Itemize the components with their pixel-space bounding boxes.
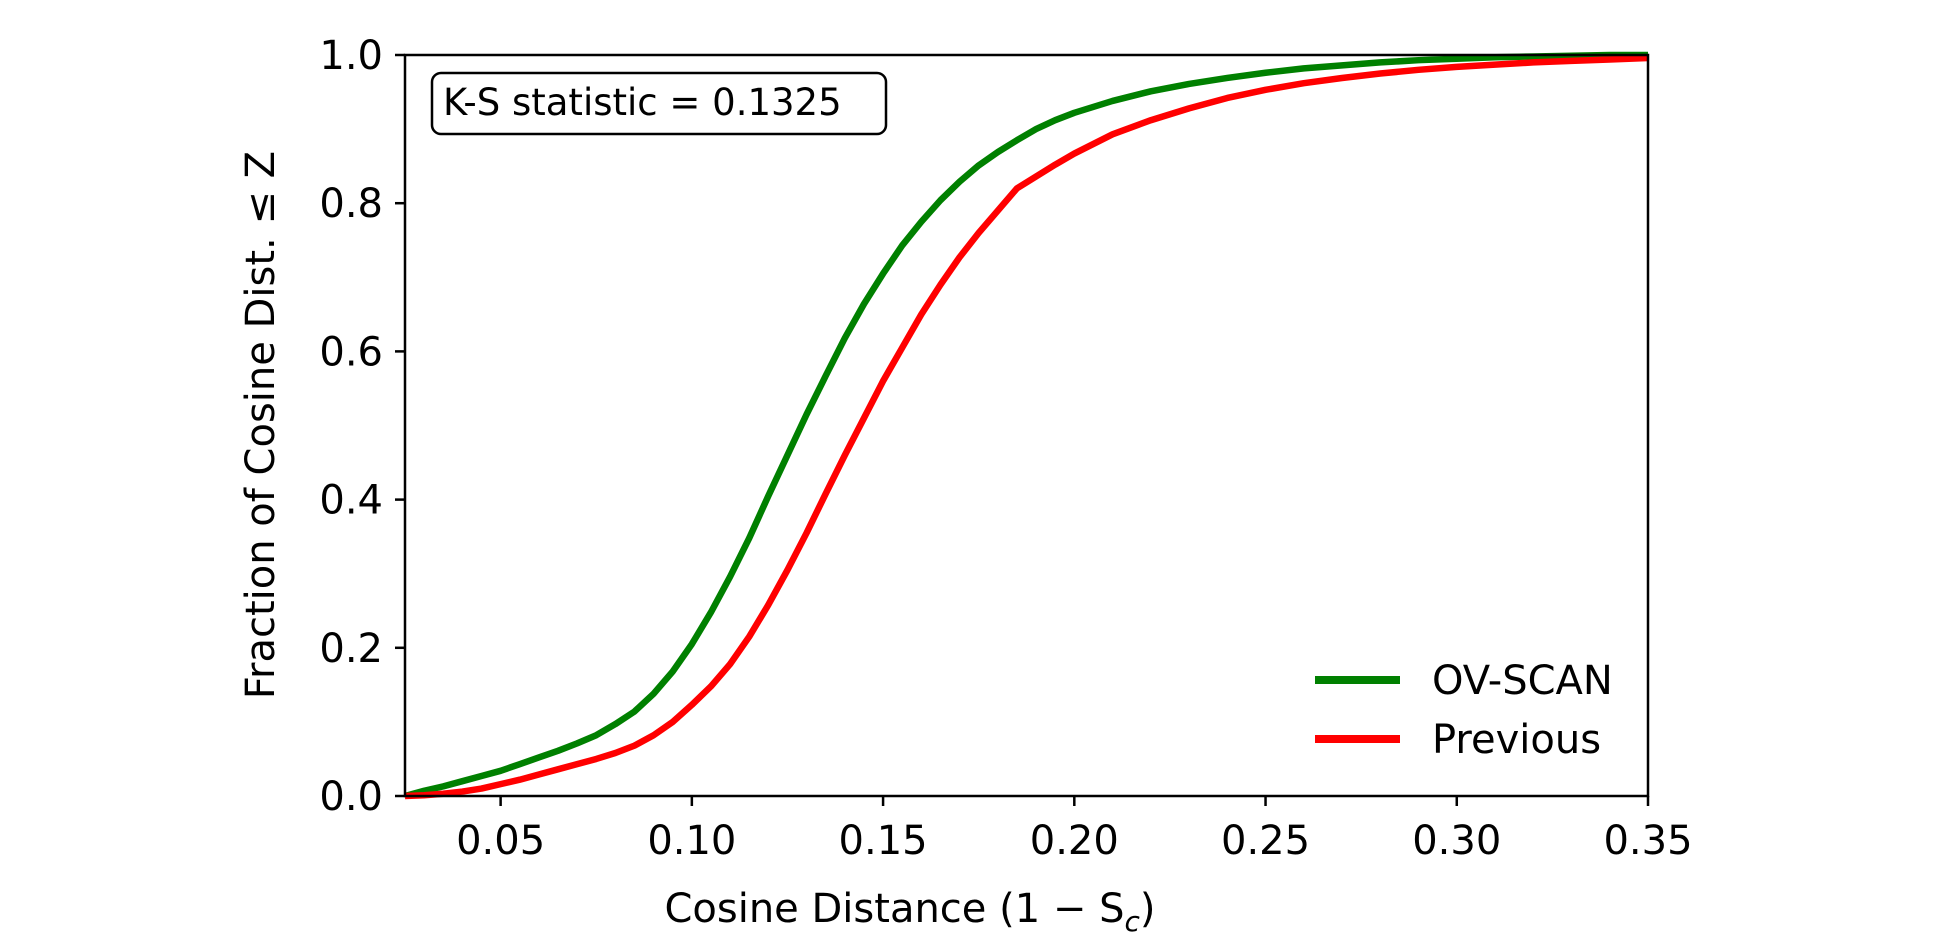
ticks: 0.05 0.10 0.15 0.20 0.25 0.30 0.35 0.0 0.2 0.4 0.6… xyxy=(319,33,1692,864)
x-tick-label: 0.20 xyxy=(1030,818,1119,864)
y-tick-label: 0.8 xyxy=(319,181,383,227)
series-line-ov-scan xyxy=(404,51,1648,800)
x-tick-label: 0.15 xyxy=(839,818,928,864)
x-tick-label: 0.05 xyxy=(456,818,545,864)
x-tick-label: 0.30 xyxy=(1412,818,1501,864)
annotation-box: K-S statistic = 0.1325 xyxy=(430,71,888,136)
x-axis-label-main: Cosine Distance (1 − S xyxy=(664,886,1124,932)
axes xyxy=(403,53,1650,798)
y-tick-label: 0.6 xyxy=(319,329,383,375)
x-tick-label: 0.25 xyxy=(1221,818,1310,864)
legend-label-ov-scan: OV-SCAN xyxy=(1432,658,1613,704)
series-line-previous xyxy=(404,54,1649,800)
legend-label-previous: Previous xyxy=(1432,717,1601,763)
x-tick-label: 0.10 xyxy=(647,818,736,864)
plot-lines xyxy=(404,51,1649,800)
annotation-frame xyxy=(430,71,888,136)
x-axis-label-subscript: c xyxy=(1125,905,1141,938)
legend: OV-SCAN Previous xyxy=(1315,658,1613,763)
x-axis-label: Cosine Distance (1 − Sc) xyxy=(664,886,1155,938)
y-tick-label: 1.0 xyxy=(319,33,383,79)
y-tick-label: 0.2 xyxy=(319,626,383,672)
annotation-text: K-S statistic = 0.1325 xyxy=(443,81,842,124)
y-tick-label: 0.4 xyxy=(319,478,383,524)
y-tick-label: 0.0 xyxy=(319,774,383,820)
x-axis-label-end: ) xyxy=(1140,886,1156,932)
x-tick-label: 0.35 xyxy=(1603,818,1692,864)
plot-frame xyxy=(403,53,1650,798)
y-axis-label: Fraction of Cosine Dist. ≤ Z xyxy=(238,151,284,699)
